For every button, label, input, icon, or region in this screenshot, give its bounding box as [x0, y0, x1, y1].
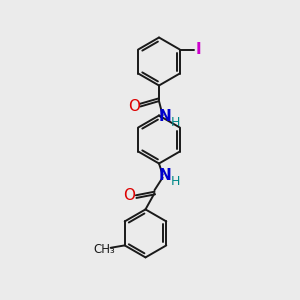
Text: N: N	[159, 109, 171, 124]
Text: O: O	[128, 99, 140, 114]
Text: N: N	[159, 168, 171, 183]
Text: O: O	[123, 188, 135, 202]
Text: H: H	[170, 175, 180, 188]
Text: CH₃: CH₃	[94, 243, 116, 256]
Text: H: H	[170, 116, 180, 129]
Text: I: I	[196, 42, 202, 57]
